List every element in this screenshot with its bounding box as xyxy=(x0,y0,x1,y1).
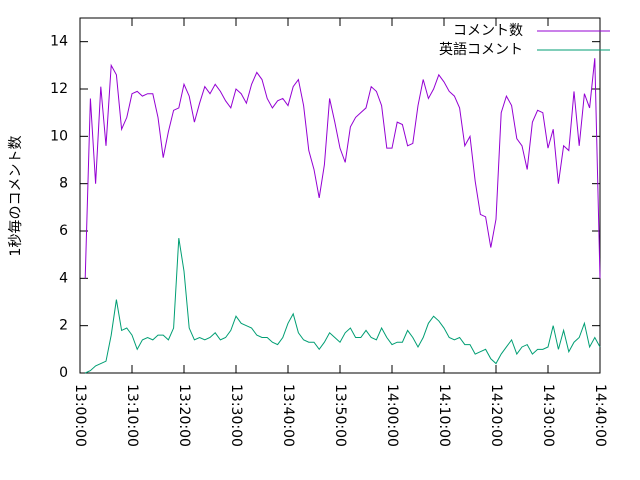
x-tick-label: 14:00:00 xyxy=(384,384,400,447)
y-tick-label: 4 xyxy=(59,270,68,286)
plot-border xyxy=(79,17,601,374)
y-axis-label: 1秒毎のコメント数 xyxy=(8,136,24,257)
x-tick-label: 14:20:00 xyxy=(488,384,504,447)
y-tick-label: 6 xyxy=(59,223,68,239)
x-tick-label: 14:40:00 xyxy=(592,384,608,447)
x-tick-label: 13:40:00 xyxy=(280,384,296,447)
x-tick-label: 13:20:00 xyxy=(176,384,192,447)
series-line xyxy=(84,238,601,374)
x-tick-label: 14:10:00 xyxy=(436,384,452,447)
y-tick-label: 12 xyxy=(50,81,68,97)
x-tick-label: 13:50:00 xyxy=(332,384,348,447)
y-tick-label: 0 xyxy=(59,365,68,381)
x-tick-label: 14:30:00 xyxy=(540,384,556,447)
x-tick-label: 13:00:00 xyxy=(72,384,88,447)
x-tick-label: 13:30:00 xyxy=(228,384,244,447)
legend-label: 英語コメント xyxy=(439,41,523,58)
legend-label: コメント数 xyxy=(453,23,523,39)
y-tick-label: 2 xyxy=(59,318,68,334)
y-tick-label: 8 xyxy=(59,176,68,192)
y-tick-label: 10 xyxy=(50,128,68,144)
y-tick-label: 14 xyxy=(50,34,68,50)
series-line xyxy=(84,58,601,279)
x-tick-label: 13:10:00 xyxy=(124,384,140,447)
